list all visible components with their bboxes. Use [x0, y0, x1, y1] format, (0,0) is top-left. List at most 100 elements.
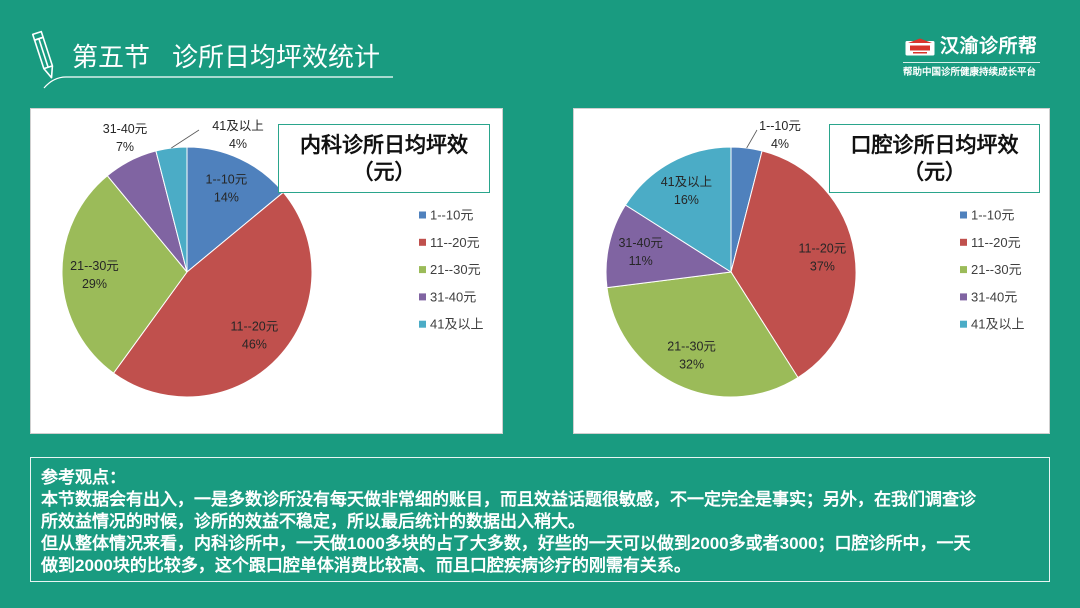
- data-label-category: 1--10元: [206, 172, 248, 186]
- chart-panel-dental: 1--10元 4% 11--20元 37% 21--30元 32% 31-40元 11% 41及…: [573, 108, 1050, 434]
- data-label-value: 4%: [229, 137, 247, 151]
- legend-swatch: [960, 238, 967, 246]
- notes-line: 做到2000块的比较多，这个跟口腔单体消费比较高、而且口腔疾病诊疗的刚需有关系。: [41, 556, 691, 575]
- data-label-number: 16: [674, 193, 688, 207]
- legend-label: 41及以上: [430, 317, 483, 332]
- pie-slice-2: [112, 191, 313, 398]
- legend-label: 21--30元: [971, 262, 1022, 277]
- legend-swatch: [419, 211, 426, 219]
- data-label-number: 4: [771, 137, 778, 151]
- brand-logo-icon: [905, 38, 935, 56]
- data-label-category: 41及以上: [661, 175, 712, 189]
- data-label-category: 31-40元: [618, 236, 662, 250]
- notes-line: 所效益情况的时候，诊所的效益不稳定，所以最后统计的数据出入稍大。: [41, 512, 585, 531]
- brand-divider: [903, 62, 1040, 63]
- pie-slices: [605, 146, 857, 398]
- data-label-value: 16%: [674, 193, 699, 207]
- title-decoration: [31, 30, 393, 89]
- brand: 汉渝诊所帮 帮助中国诊所健康持续成长平台: [903, 36, 1043, 84]
- pie-slice-5: [624, 146, 732, 273]
- data-label-suffix: %: [824, 260, 835, 274]
- legend-label: 11--20元: [971, 235, 1021, 250]
- data-label-value: 4%: [771, 137, 789, 151]
- legend-swatch: [419, 320, 426, 328]
- data-label-category: 21--30元: [70, 259, 119, 273]
- page-title: 第五节 诊所日均坪效统计: [72, 40, 380, 74]
- data-label-number: 46: [242, 337, 256, 351]
- data-label-value: 11%: [629, 254, 653, 268]
- legend-label: 1--10元: [971, 208, 1014, 223]
- legend-swatch: [960, 320, 967, 328]
- legend-swatch: [419, 293, 426, 301]
- chart-title-unit: （元）: [352, 161, 416, 184]
- data-label-number: 32: [679, 358, 693, 372]
- legend-label: 31-40元: [430, 289, 476, 304]
- section-title: 诊所日均坪效统计: [172, 42, 381, 72]
- pie-chart-dental: 1--10元 4% 11--20元 37% 21--30元 32% 31-40元 11% 41及…: [605, 119, 1024, 398]
- brand-name: 汉渝诊所帮: [940, 36, 1038, 57]
- legend-swatch: [960, 211, 967, 219]
- notes-heading: 参考观点：: [41, 468, 126, 487]
- notes-line: 本节数据会有出入，一是多数诊所没有每天做非常细的账目，而且效益话题很敏感，不一定…: [41, 490, 976, 509]
- leader-line: [171, 129, 200, 149]
- legend-label: 1--10元: [430, 208, 473, 223]
- data-label-suffix: %: [693, 358, 704, 372]
- data-label-value: 14%: [214, 190, 239, 204]
- data-label-suffix: %: [642, 254, 653, 268]
- pie-data-labels: 1--10元 14% 11--20元 46% 21--30元 29% 31-40元 7% 41及…: [70, 119, 278, 351]
- data-label-value: 32%: [679, 358, 704, 372]
- pie-slice-3: [61, 174, 188, 374]
- chart-title: 内科诊所日均坪效: [300, 134, 468, 157]
- data-label-number: 29: [82, 277, 96, 291]
- data-label-category: 1--10元: [759, 119, 801, 133]
- data-label-suffix: %: [123, 140, 134, 154]
- data-label-suffix: %: [96, 277, 107, 291]
- legend-swatch: [960, 293, 967, 301]
- data-label-value: 46%: [242, 337, 267, 351]
- notes-box: 参考观点： 本节数据会有出入，一是多数诊所没有每天做非常细的账目，而且效益话题很…: [30, 457, 1050, 582]
- chart-legend: 1--10元 11--20元 21--30元 31-40元 41及以上: [960, 208, 1024, 332]
- pencil-icon: [31, 30, 54, 79]
- legend-label: 41及以上: [971, 317, 1024, 332]
- legend-swatch: [419, 238, 426, 246]
- data-label-category: 41及以上: [212, 119, 263, 133]
- data-label-suffix: %: [236, 137, 247, 151]
- data-label-suffix: %: [256, 337, 267, 351]
- data-label-suffix: %: [228, 190, 239, 204]
- data-label-value: 37%: [810, 260, 835, 274]
- pie-slices: [61, 146, 313, 398]
- data-label-number: 14: [214, 190, 228, 204]
- legend-swatch: [419, 266, 426, 274]
- data-label-suffix: %: [688, 193, 699, 207]
- notes-line: 但从整体情况来看，内科诊所中，一天做1000多块的占了大多数，好些的一天可以做到…: [41, 534, 971, 553]
- data-label-category: 11--20元: [799, 242, 847, 256]
- data-label-number: 37: [810, 260, 824, 274]
- chart-legend: 1--10元 11--20元 21--30元 31-40元 41及以上: [419, 208, 483, 332]
- legend-label: 31-40元: [971, 289, 1017, 304]
- pie-slice-3: [606, 271, 799, 398]
- chart-title-box: 口腔诊所日均坪效 （元）: [829, 124, 1040, 193]
- data-label-category: 11--20元: [231, 319, 279, 333]
- data-label-category: 31-40元: [103, 122, 147, 136]
- section-number: 第五节: [72, 42, 151, 72]
- data-label-number: 4: [229, 137, 236, 151]
- data-label-category: 21--30元: [667, 340, 716, 354]
- chart-title-box: 内科诊所日均坪效 （元）: [278, 124, 490, 193]
- chart-panel-internal-medicine: 1--10元 14% 11--20元 46% 21--30元 29% 31-40元 7% 41及…: [30, 108, 503, 434]
- pie-chart-internal-medicine: 1--10元 14% 11--20元 46% 21--30元 29% 31-40元 7% 41及…: [61, 119, 483, 398]
- legend-label: 21--30元: [430, 262, 481, 277]
- data-label-suffix: %: [778, 137, 789, 151]
- data-label-value: 29%: [82, 277, 107, 291]
- brand-tagline: 帮助中国诊所健康持续成长平台: [903, 67, 1037, 78]
- legend-swatch: [960, 266, 967, 274]
- data-label-value: 7%: [116, 140, 134, 154]
- data-label-number: 11: [629, 254, 642, 268]
- title-underline: [43, 76, 393, 89]
- chart-title: 口腔诊所日均坪效: [850, 134, 1019, 157]
- legend-label: 11--20元: [430, 235, 480, 250]
- leader-line: [746, 129, 758, 149]
- chart-title-unit: （元）: [903, 161, 966, 184]
- pie-data-labels: 1--10元 4% 11--20元 37% 21--30元 32% 31-40元 11% 41及…: [618, 119, 846, 372]
- data-label-number: 7: [116, 140, 123, 154]
- pie-slice-4: [605, 204, 733, 289]
